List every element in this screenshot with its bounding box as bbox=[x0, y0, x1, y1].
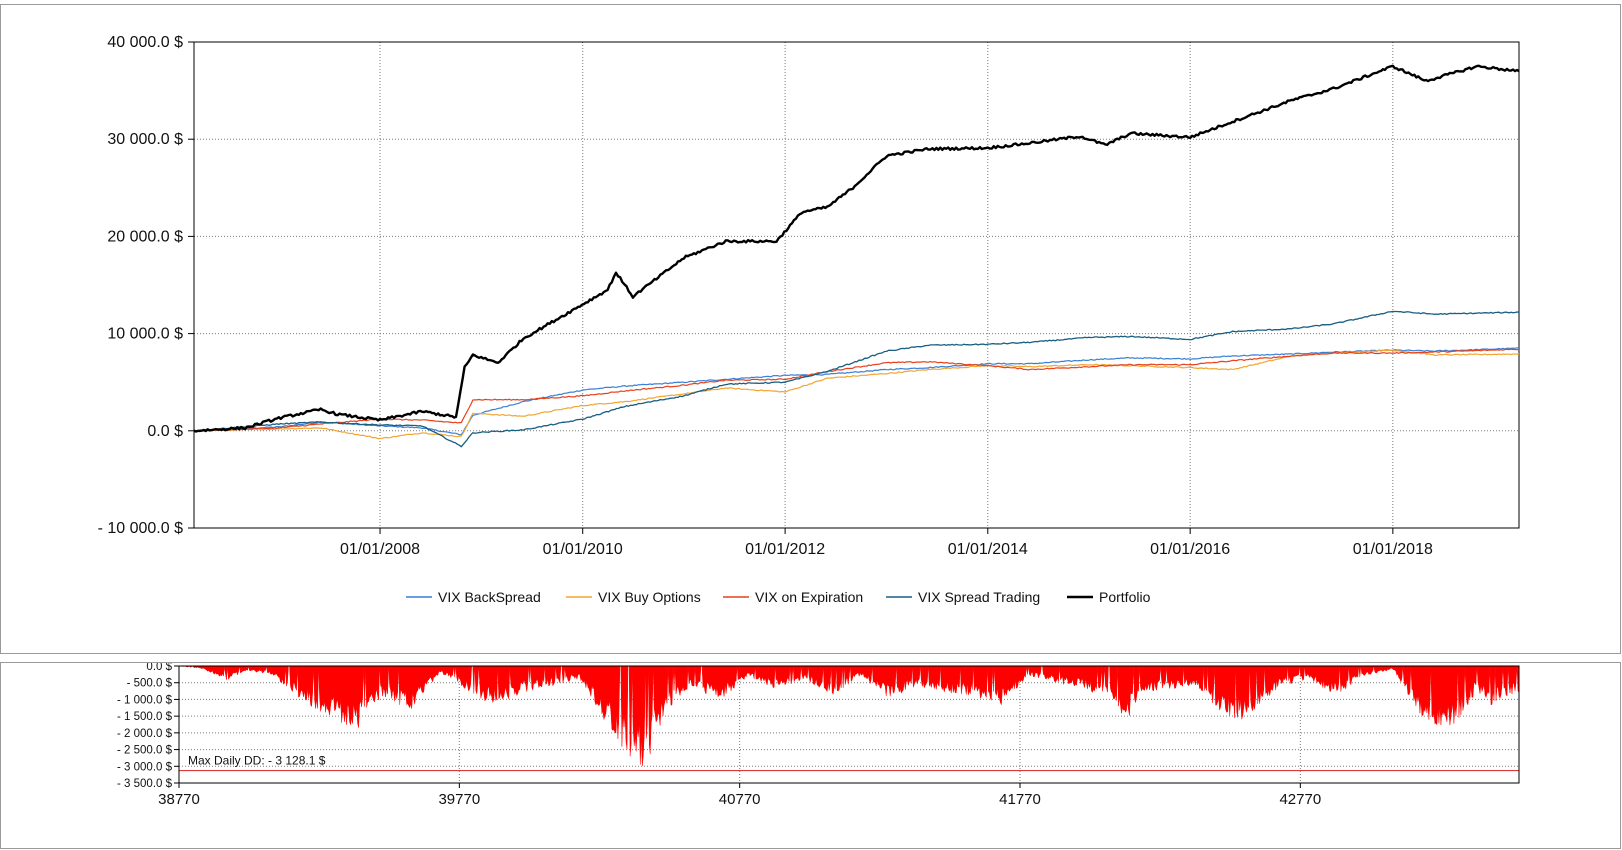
y-tick-label: 10 000.0 $ bbox=[107, 326, 183, 343]
legend-label: Portfolio bbox=[1099, 589, 1151, 605]
dd-x-tick-label: 39770 bbox=[438, 791, 480, 808]
x-tick-label: 01/01/2018 bbox=[1353, 541, 1433, 558]
drawdown-chart: 0.0 $ - 500.0 $ - 1 000.0 $ - 1 500.0 $ - 2 … bbox=[117, 663, 1520, 808]
equity-chart: 40 000.0 $ 30 000.0 $ 20 000.0 $ 10 000.0 $… bbox=[98, 34, 1520, 605]
plot-frame bbox=[193, 41, 1520, 529]
legend-label: VIX BackSpread bbox=[438, 589, 541, 605]
legend-label: VIX Spread Trading bbox=[918, 589, 1040, 605]
y-tick-label: - 10 000.0 $ bbox=[98, 520, 184, 537]
dd-y-tick-label: 0.0 $ bbox=[146, 663, 172, 673]
dd-y-tick-label: - 1 500.0 $ bbox=[117, 711, 173, 723]
series-line bbox=[193, 348, 1520, 432]
dd-y-tick-label: - 3 500.0 $ bbox=[117, 778, 173, 790]
dd-y-tick-label: - 3 000.0 $ bbox=[117, 761, 173, 773]
dd-y-tick-label: - 1 000.0 $ bbox=[117, 694, 173, 706]
y-tick-label: 0.0 $ bbox=[147, 423, 183, 440]
series-line bbox=[193, 310, 1520, 448]
dd-plot-frame bbox=[178, 665, 1520, 784]
x-tick-label: 01/01/2008 bbox=[340, 541, 420, 558]
y-tick-label: 30 000.0 $ bbox=[107, 131, 183, 148]
drawdown-plot-group: 0.0 $ - 500.0 $ - 1 000.0 $ - 1 500.0 $ - 2 … bbox=[117, 663, 1520, 808]
drawdown-chart-panel: 0.0 $ - 500.0 $ - 1 000.0 $ - 1 500.0 $ - 2 … bbox=[0, 662, 1621, 849]
dd-x-tick-label: 38770 bbox=[158, 791, 200, 808]
x-tick-label: 01/01/2010 bbox=[543, 541, 623, 558]
series-line bbox=[193, 347, 1520, 436]
y-tick-label: 20 000.0 $ bbox=[107, 228, 183, 245]
dd-y-tick-label: - 2 000.0 $ bbox=[117, 728, 173, 740]
equity-chart-panel: 40 000.0 $ 30 000.0 $ 20 000.0 $ 10 000.0 $… bbox=[0, 4, 1621, 654]
y-tick-label: 40 000.0 $ bbox=[107, 34, 183, 51]
dd-x-tick-label: 42770 bbox=[1279, 791, 1321, 808]
dd-x-tick-label: 41770 bbox=[999, 791, 1041, 808]
x-tick-label: 01/01/2014 bbox=[948, 541, 1028, 558]
series-line bbox=[193, 64, 1520, 433]
x-tick-label: 01/01/2012 bbox=[745, 541, 825, 558]
dd-y-tick-label: - 2 500.0 $ bbox=[117, 745, 173, 757]
legend-label: VIX Buy Options bbox=[598, 589, 701, 605]
dd-x-tick-label: 40770 bbox=[719, 791, 761, 808]
legend-label: VIX on Expiration bbox=[755, 589, 863, 605]
max-drawdown-label: Max Daily DD: - 3 128.1 $ bbox=[188, 754, 326, 768]
dd-y-tick-label: - 500.0 $ bbox=[127, 678, 173, 690]
x-tick-label: 01/01/2016 bbox=[1150, 541, 1230, 558]
